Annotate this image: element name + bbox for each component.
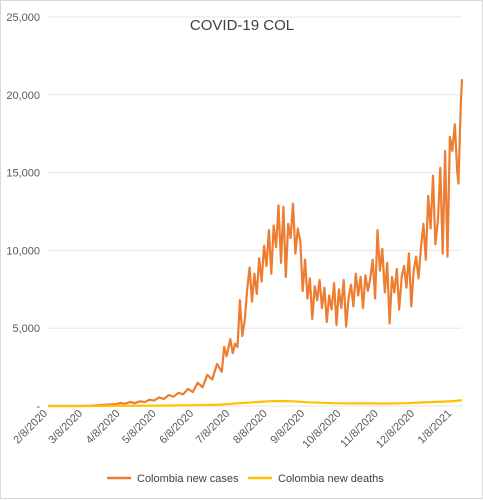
x-tick-label: 1/8/2021 bbox=[416, 408, 455, 447]
x-tick-label: 8/8/2020 bbox=[231, 408, 270, 447]
chart-title: COVID-19 COL bbox=[190, 17, 294, 34]
legend-label: Colombia new deaths bbox=[278, 473, 384, 485]
y-tick-label: - bbox=[36, 401, 40, 413]
series-line-1 bbox=[48, 399, 463, 408]
y-tick-label: 15,000 bbox=[6, 168, 40, 180]
x-tick-label: 7/8/2020 bbox=[194, 408, 233, 447]
x-tick-label: 5/8/2020 bbox=[120, 408, 159, 447]
series-line-0 bbox=[48, 79, 464, 408]
x-axis-ticks: 2/8/20203/8/20204/8/20205/8/20206/8/2020… bbox=[11, 408, 454, 451]
y-tick-label: 25,000 bbox=[6, 12, 40, 24]
x-tick-label: 12/8/2020 bbox=[374, 408, 417, 451]
x-tick-label: 4/8/2020 bbox=[84, 408, 123, 447]
legend: Colombia new cases Colombia new deaths bbox=[107, 473, 384, 485]
legend-label: Colombia new cases bbox=[137, 473, 239, 485]
grid-lines bbox=[48, 16, 462, 407]
y-tick-label: 10,000 bbox=[6, 245, 40, 257]
y-axis-ticks: - 5,000 10,000 15,000 20,000 25,000 bbox=[6, 12, 40, 413]
y-tick-label: 5,000 bbox=[12, 323, 40, 335]
x-tick-label: 10/8/2020 bbox=[300, 408, 343, 451]
x-tick-label: 2/8/2020 bbox=[11, 408, 50, 447]
x-tick-label: 3/8/2020 bbox=[46, 408, 85, 447]
x-tick-label: 6/8/2020 bbox=[157, 408, 196, 447]
series-lines bbox=[48, 79, 464, 408]
y-tick-label: 20,000 bbox=[6, 90, 40, 102]
